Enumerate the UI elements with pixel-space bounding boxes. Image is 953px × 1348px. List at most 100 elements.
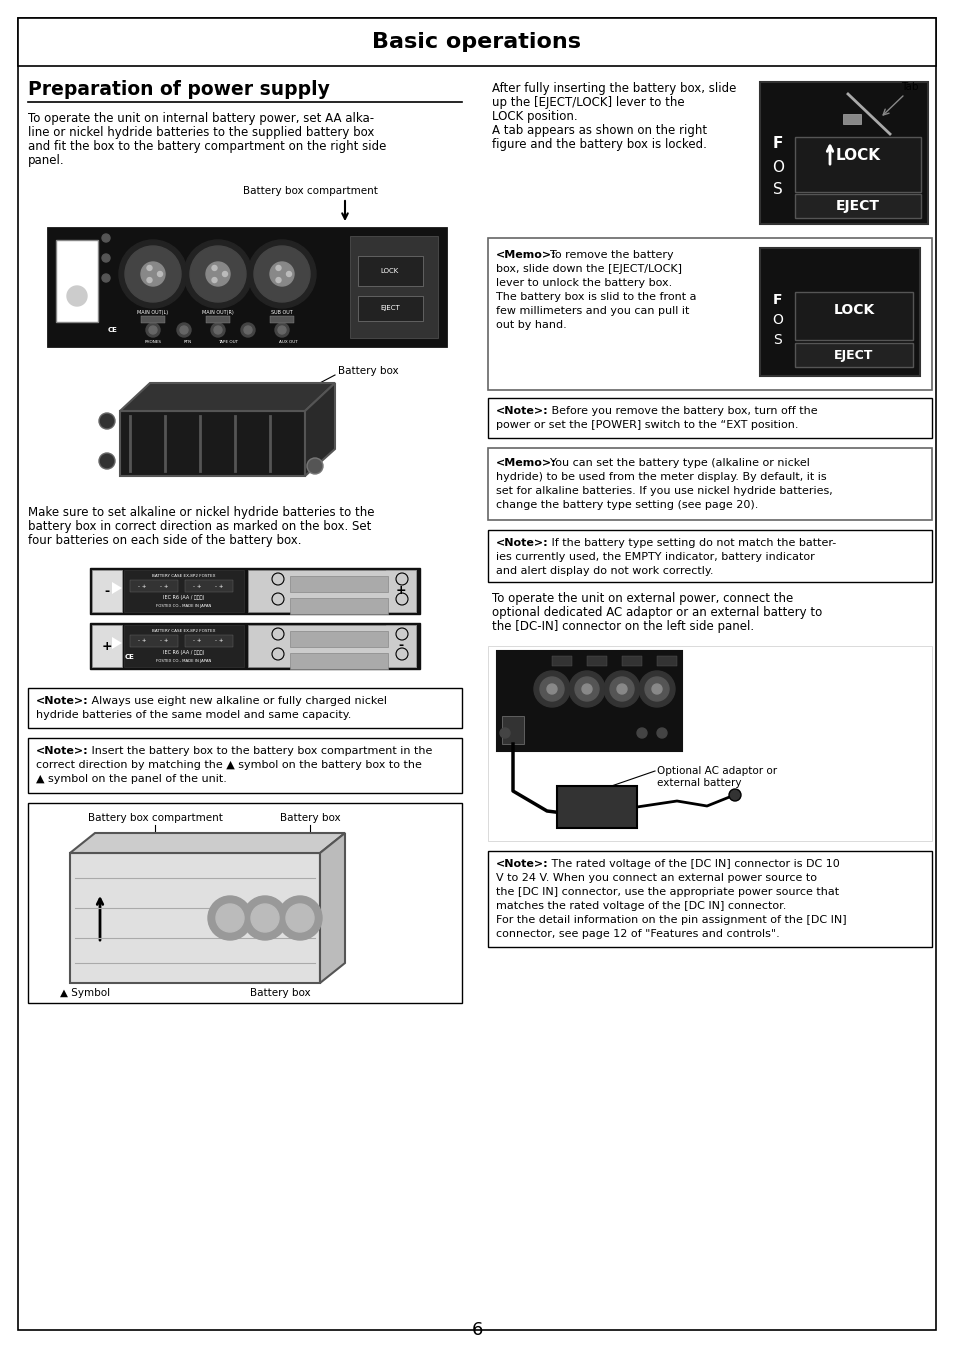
Text: EJECT: EJECT: [379, 305, 399, 311]
Text: BATTERY CASE EX-8P2 FOSTEX: BATTERY CASE EX-8P2 FOSTEX: [152, 574, 215, 578]
Text: F: F: [772, 136, 782, 151]
Text: FOSTEX CO., MADE IN JAPAN: FOSTEX CO., MADE IN JAPAN: [156, 659, 212, 663]
Text: PHONES: PHONES: [144, 340, 161, 344]
Circle shape: [125, 245, 181, 302]
Bar: [248, 570, 416, 612]
Text: If the battery type setting do not match the batter-: If the battery type setting do not match…: [547, 538, 836, 549]
Circle shape: [286, 271, 292, 276]
Text: Battery box: Battery box: [279, 813, 340, 824]
Text: To operate the unit on external power, connect the: To operate the unit on external power, c…: [492, 592, 792, 605]
Text: -: -: [398, 639, 403, 652]
Text: Basic operations: Basic operations: [372, 32, 581, 53]
Bar: [290, 576, 388, 592]
Text: Battery box: Battery box: [337, 367, 398, 376]
Text: set for alkaline batteries. If you use nickel hydride batteries,: set for alkaline batteries. If you use n…: [496, 487, 832, 496]
Circle shape: [222, 271, 227, 276]
Polygon shape: [120, 411, 305, 476]
Text: BATTERY CASE EX-8P2 FOSTEX: BATTERY CASE EX-8P2 FOSTEX: [152, 630, 215, 634]
Bar: [56, 240, 98, 322]
Text: F: F: [773, 293, 781, 307]
Bar: [48, 228, 446, 346]
Text: box, slide down the [EJECT/LOCK]: box, slide down the [EJECT/LOCK]: [496, 264, 681, 274]
Text: O: O: [771, 159, 783, 174]
Text: up the [EJECT/LOCK] lever to the: up the [EJECT/LOCK] lever to the: [492, 96, 684, 109]
Bar: [552, 656, 572, 666]
Circle shape: [99, 412, 115, 429]
Bar: [357, 256, 422, 286]
Circle shape: [102, 235, 110, 243]
Bar: [488, 646, 931, 841]
Bar: [248, 625, 416, 667]
Text: <Note>:: <Note>:: [496, 859, 548, 869]
Text: IEC R6 (AA / 单三形): IEC R6 (AA / 单三形): [163, 594, 205, 600]
Bar: [28, 737, 461, 793]
Bar: [141, 315, 165, 324]
Text: lever to unlock the battery box.: lever to unlock the battery box.: [496, 278, 672, 288]
Circle shape: [212, 278, 216, 283]
Text: change the battery type setting (see page 20).: change the battery type setting (see pag…: [496, 500, 758, 510]
Text: the [DC-IN] connector on the left side panel.: the [DC-IN] connector on the left side p…: [492, 620, 753, 634]
Circle shape: [99, 453, 115, 469]
Text: Insert the battery box to the battery box compartment in the: Insert the battery box to the battery bo…: [88, 745, 432, 756]
Text: CE: CE: [108, 328, 118, 333]
Circle shape: [215, 905, 244, 931]
Bar: [206, 315, 230, 324]
Text: +: +: [102, 639, 112, 652]
Circle shape: [102, 253, 110, 262]
Text: A tab appears as shown on the right: A tab appears as shown on the right: [492, 124, 706, 137]
Bar: [488, 448, 931, 520]
Text: - +: - +: [214, 639, 223, 643]
Text: four batteries on each side of the battery box.: four batteries on each side of the batte…: [28, 534, 301, 547]
Bar: [621, 656, 641, 666]
Circle shape: [275, 266, 281, 271]
Text: hydride batteries of the same model and same capacity.: hydride batteries of the same model and …: [36, 710, 351, 720]
Text: - +: - +: [138, 639, 147, 643]
Circle shape: [102, 274, 110, 282]
Text: For the detail information on the pin assignment of the [DC IN]: For the detail information on the pin as…: [496, 915, 845, 925]
Text: Always use eight new alkaline or fully charged nickel: Always use eight new alkaline or fully c…: [88, 696, 387, 706]
Text: <Memo>:: <Memo>:: [496, 249, 556, 260]
Bar: [130, 580, 178, 592]
Text: Battery box: Battery box: [250, 988, 311, 998]
Bar: [90, 623, 419, 669]
Circle shape: [206, 262, 230, 286]
Text: EJECT: EJECT: [835, 200, 879, 213]
Text: connector, see page 12 of "Features and controls".: connector, see page 12 of "Features and …: [496, 929, 779, 940]
Bar: [794, 342, 912, 367]
Bar: [842, 115, 861, 124]
Circle shape: [275, 278, 281, 283]
Circle shape: [211, 324, 225, 337]
Circle shape: [157, 271, 162, 276]
Text: external battery: external battery: [657, 778, 740, 789]
Bar: [91, 570, 122, 612]
Circle shape: [651, 683, 661, 694]
Text: +: +: [395, 585, 406, 597]
Circle shape: [208, 896, 252, 940]
Circle shape: [644, 677, 668, 701]
Text: - +: - +: [138, 584, 147, 589]
Bar: [386, 570, 416, 612]
Bar: [270, 315, 294, 324]
Circle shape: [609, 677, 634, 701]
Bar: [488, 239, 931, 390]
Polygon shape: [305, 383, 335, 476]
Text: - +: - +: [214, 584, 223, 589]
Text: the [DC IN] connector, use the appropriate power source that: the [DC IN] connector, use the appropria…: [496, 887, 839, 896]
Text: O: O: [772, 313, 782, 328]
Circle shape: [307, 458, 323, 474]
Text: - +: - +: [193, 639, 201, 643]
Bar: [124, 570, 244, 612]
Circle shape: [241, 324, 254, 337]
Bar: [18, 18, 935, 66]
Text: -: -: [104, 585, 110, 597]
Circle shape: [190, 245, 246, 302]
Circle shape: [184, 240, 252, 307]
Circle shape: [147, 278, 152, 283]
Circle shape: [657, 728, 666, 737]
Text: EJECT: EJECT: [834, 349, 873, 361]
Bar: [794, 194, 920, 218]
Bar: [794, 137, 920, 191]
Circle shape: [147, 266, 152, 271]
Text: few millimeters and you can pull it: few millimeters and you can pull it: [496, 306, 689, 315]
Bar: [497, 651, 681, 751]
